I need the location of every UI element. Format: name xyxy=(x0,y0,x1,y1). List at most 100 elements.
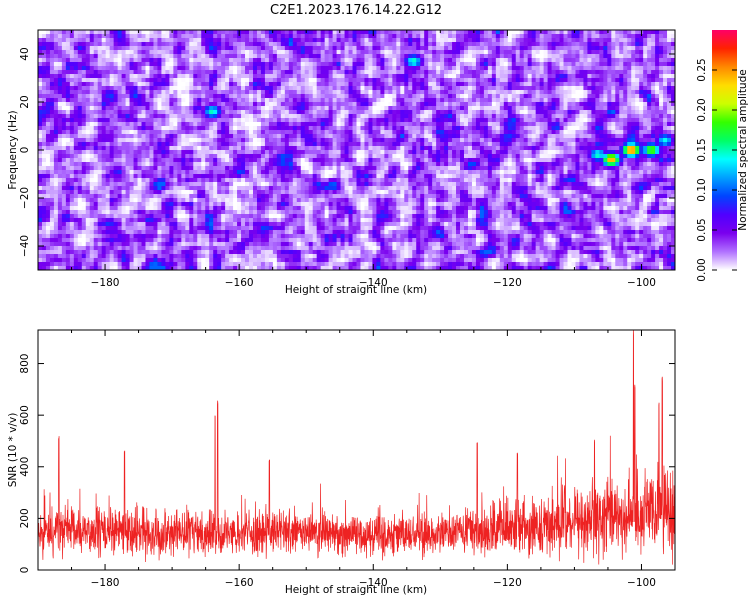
heatmap-cell xyxy=(595,46,600,51)
heatmap-cell xyxy=(559,42,564,47)
heatmap-cell xyxy=(467,62,473,67)
heatmap-cell xyxy=(61,134,67,139)
heatmap-cell xyxy=(161,74,166,79)
heatmap-cell xyxy=(583,122,588,127)
heatmap-cell xyxy=(599,106,604,111)
heatmap-cell xyxy=(583,150,588,155)
heatmap-cell xyxy=(249,38,254,43)
heatmap-cell xyxy=(360,74,365,79)
heatmap-cell xyxy=(499,42,505,47)
heatmap-cell xyxy=(53,102,59,107)
heatmap-cell xyxy=(519,90,525,95)
heatmap-cell xyxy=(205,110,210,115)
heatmap-cell xyxy=(45,98,51,103)
heatmap-cell xyxy=(356,114,361,119)
heatmap-cell xyxy=(213,42,218,47)
heatmap-cell xyxy=(635,54,640,59)
heatmap-cell xyxy=(229,38,234,43)
heatmap-cell xyxy=(292,150,298,155)
heatmap-cell xyxy=(69,54,75,59)
heatmap-cell xyxy=(503,46,509,51)
heatmap-cell xyxy=(117,130,123,135)
heatmap-cell xyxy=(129,62,134,67)
heatmap-cell xyxy=(631,146,636,151)
heatmap-cell xyxy=(49,94,55,99)
heatmap-cell xyxy=(316,110,322,115)
heatmap-cell xyxy=(507,118,513,123)
heatmap-cell xyxy=(141,154,146,159)
heatmap-cell xyxy=(659,90,664,95)
heatmap-cell xyxy=(420,134,425,139)
heatmap-cell xyxy=(292,38,298,43)
heatmap-cell xyxy=(619,70,624,75)
heatmap-cell xyxy=(320,122,326,127)
heatmap-cell xyxy=(651,66,656,71)
heatmap-cell xyxy=(141,86,146,91)
heatmap-cell xyxy=(495,138,501,143)
heatmap-cell xyxy=(252,58,258,63)
heatmap-cell xyxy=(344,98,349,103)
heatmap-cell xyxy=(161,122,166,127)
heatmap-cell xyxy=(511,150,517,155)
heatmap-cell xyxy=(145,46,150,51)
heatmap-cell xyxy=(344,146,349,151)
heatmap-cell xyxy=(332,146,337,151)
heatmap-cell xyxy=(479,82,485,87)
heatmap-cell xyxy=(408,142,413,147)
heatmap-cell xyxy=(233,130,238,135)
heatmap-cell xyxy=(599,126,604,131)
heatmap-cell xyxy=(555,138,560,143)
heatmap-cell xyxy=(141,110,146,115)
heatmap-cell xyxy=(467,82,473,87)
heatmap-cell xyxy=(77,82,83,87)
heatmap-cell xyxy=(475,126,481,131)
heatmap-cell xyxy=(316,70,322,75)
heatmap-cell xyxy=(332,82,337,87)
heatmap-cell xyxy=(89,102,95,107)
heatmap-cell xyxy=(424,146,429,151)
heatmap-cell xyxy=(153,78,158,83)
heatmap-cell xyxy=(591,126,596,131)
heatmap-cell xyxy=(448,58,453,63)
heatmap-cell xyxy=(308,98,314,103)
heatmap-cell xyxy=(523,58,529,63)
heatmap-cell xyxy=(65,82,71,87)
heatmap-cell xyxy=(503,62,509,67)
heatmap-cell xyxy=(177,98,182,103)
heatmap-cell xyxy=(125,78,130,83)
heatmap-cell xyxy=(113,154,119,159)
heatmap-cell xyxy=(209,62,214,67)
heatmap-cell xyxy=(209,134,214,139)
heatmap-cell xyxy=(571,66,576,71)
heatmap-cell xyxy=(515,66,521,71)
heatmap-cell xyxy=(340,130,345,135)
heatmap-cell xyxy=(368,138,373,143)
heatmap-cell xyxy=(444,74,449,79)
heatmap-cell xyxy=(603,94,608,99)
heatmap-cell xyxy=(563,82,568,87)
heatmap-cell xyxy=(41,42,47,47)
heatmap-cell xyxy=(272,118,278,123)
heatmap-cell xyxy=(595,82,600,87)
heatmap-cell xyxy=(153,138,158,143)
heatmap-cell xyxy=(587,102,592,107)
heatmap-cell xyxy=(479,78,485,83)
heatmap-cell xyxy=(499,110,505,115)
heatmap-cell xyxy=(260,98,266,103)
heatmap-cell xyxy=(89,86,95,91)
heatmap-cell xyxy=(651,134,656,139)
heatmap-cell xyxy=(511,50,517,55)
heatmap-cell xyxy=(121,102,126,107)
heatmap-cell xyxy=(635,118,640,123)
heatmap-cell xyxy=(428,34,433,39)
heatmap-cell xyxy=(515,94,521,99)
heatmap-cell xyxy=(647,70,652,75)
heatmap-cell xyxy=(527,114,533,119)
heatmap-cell xyxy=(197,78,202,83)
heatmap-cell xyxy=(41,62,47,67)
heatmap-cell xyxy=(49,86,55,91)
heatmap-cell xyxy=(547,78,552,83)
heatmap-cell xyxy=(93,102,99,107)
heatmap-cell xyxy=(53,118,59,123)
heatmap-cell xyxy=(352,126,357,131)
